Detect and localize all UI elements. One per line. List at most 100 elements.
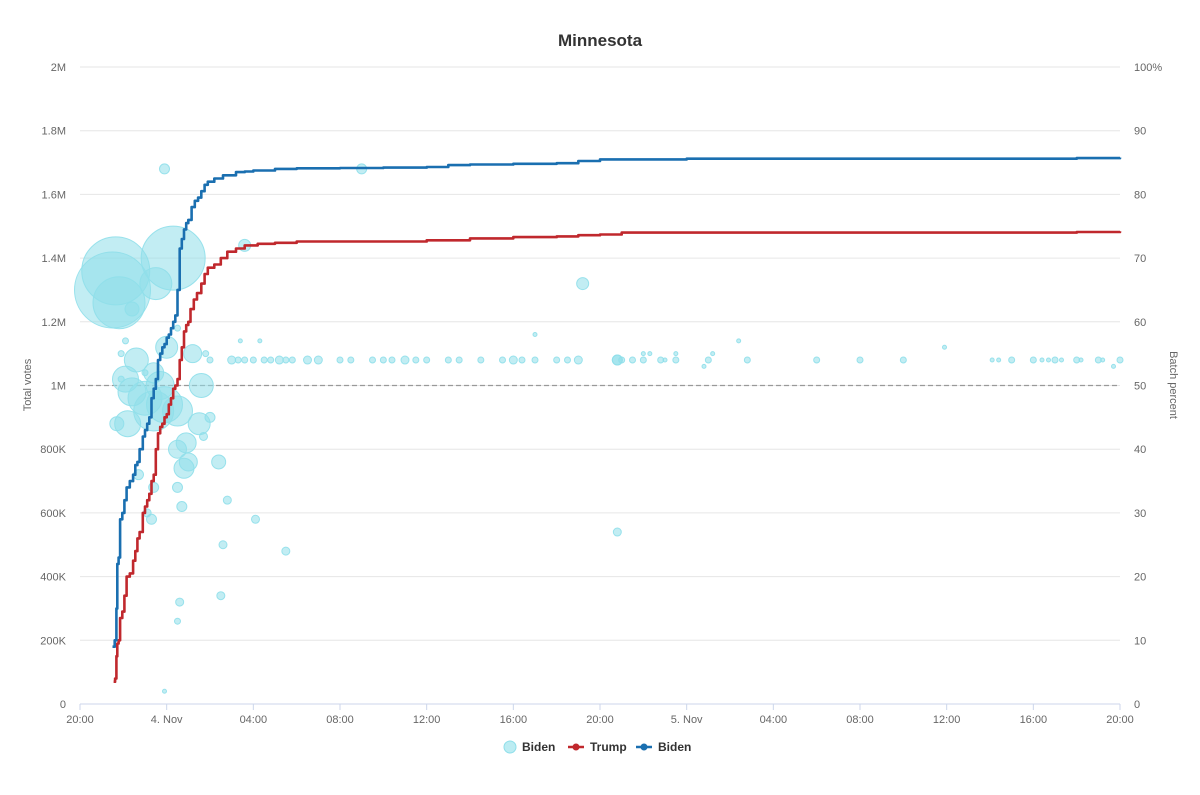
y-left-tick-label: 0 — [60, 699, 66, 711]
x-tick-label: 16:00 — [1020, 714, 1048, 726]
biden-batch-bubble — [612, 527, 622, 537]
y-left-tick-label: 1.8M — [42, 126, 66, 138]
biden-batch-bubble — [996, 357, 1002, 363]
y-right-tick-label: 100% — [1134, 62, 1162, 74]
y-right-tick-label: 10 — [1134, 635, 1146, 647]
biden-batch-bubble — [117, 350, 125, 358]
x-tick-label: 5. Nov — [671, 714, 703, 726]
biden-batch-bubble — [1008, 356, 1016, 364]
biden-batch-bubble — [211, 454, 227, 470]
biden-batch-bubble — [288, 356, 296, 364]
biden-batch-bubble — [140, 225, 206, 291]
biden-batch-bubble — [313, 355, 323, 365]
biden-batch-bubble — [455, 356, 463, 364]
biden-batch-bubble — [175, 597, 185, 607]
legend-label: Biden — [658, 740, 691, 754]
legend-item-biden-bubble[interactable]: Biden — [503, 740, 555, 754]
biden-batch-bubble — [249, 356, 257, 364]
biden-batch-bubble — [257, 338, 263, 344]
biden-batch-bubble — [282, 356, 290, 364]
legend-label: Trump — [590, 740, 627, 754]
biden-batch-bubble — [813, 356, 821, 364]
x-tick-label: 16:00 — [500, 714, 528, 726]
biden-batch-bubble — [124, 301, 140, 317]
biden-batch-bubble — [281, 546, 291, 556]
biden-batch-bubble — [222, 495, 232, 505]
biden-batch-bubble — [899, 356, 907, 364]
biden-batch-bubble — [183, 344, 203, 364]
x-tick-label: 08:00 — [846, 714, 874, 726]
biden-batch-bubble — [206, 356, 214, 364]
biden-batch-bubble — [673, 351, 679, 357]
biden-batch-bubble — [92, 276, 146, 330]
biden-batch-bubble — [174, 324, 181, 332]
biden-batch-bubble — [573, 355, 583, 365]
biden-batch-bubble — [204, 411, 216, 423]
x-tick-label: 20:00 — [1106, 714, 1134, 726]
y-right-tick-label: 70 — [1134, 253, 1146, 265]
biden-batch-bubble — [856, 356, 864, 364]
biden-batch-bubble — [117, 375, 125, 383]
legend-label: Biden — [522, 740, 555, 754]
line-series-biden-total — [112, 156, 1122, 648]
biden-batch-bubble — [564, 356, 571, 364]
biden-batch-bubble — [369, 356, 376, 364]
biden-batch-bubble — [412, 356, 420, 364]
biden-batch-bubble — [611, 354, 623, 366]
legend-item-biden-line[interactable]: Biden — [636, 740, 691, 754]
y-right-tick-label: 30 — [1134, 508, 1146, 520]
chart-title: Minnesota — [558, 31, 643, 50]
biden-batch-bubble — [227, 355, 237, 365]
y-left-tick-label: 200K — [40, 635, 66, 647]
biden-batch-bubble — [122, 337, 129, 345]
legend-bubble-symbol — [503, 740, 517, 754]
bubble-series-biden-batch — [74, 163, 1124, 694]
biden-batch-bubble — [188, 373, 214, 398]
x-tick-label: 04:00 — [240, 714, 268, 726]
y-right-tick-label: 80 — [1134, 189, 1146, 201]
line-series-trump-total — [113, 230, 1122, 683]
biden-batch-bubble — [647, 351, 653, 357]
biden-batch-bubble — [241, 356, 249, 364]
x-tick-label: 08:00 — [326, 714, 354, 726]
biden-batch-bubble — [199, 431, 208, 441]
biden-batch-bubble — [1046, 357, 1051, 363]
biden-batch-bubble — [216, 591, 226, 601]
biden-batch-bubble — [1078, 357, 1084, 363]
y-right-tick-label: 0 — [1134, 699, 1140, 711]
biden-batch-bubble — [234, 356, 242, 364]
biden-batch-bubble — [148, 481, 160, 493]
biden-batch-bubble — [260, 356, 268, 364]
y-left-tick-label: 2M — [51, 62, 66, 74]
biden-batch-bubble — [736, 338, 742, 344]
biden-batch-bubble — [388, 356, 396, 364]
y-right-axis-ticks: 0 10 20 30 40 50 60 70 80 90 100% — [1134, 62, 1162, 711]
biden-batch-bubble — [508, 355, 518, 365]
biden-batch-bubble — [1100, 357, 1106, 363]
biden-batch-bubble — [662, 357, 668, 363]
y-right-axis-title: Batch percent — [1167, 351, 1179, 419]
biden-batch-bubble — [532, 332, 538, 338]
biden-batch-bubble — [444, 356, 452, 364]
biden-batch-bubble — [423, 356, 431, 364]
biden-batch-bubble — [1039, 357, 1045, 363]
biden-batch-bubble — [942, 344, 947, 350]
biden-batch-bubble — [576, 277, 590, 291]
biden-batch-bubble — [477, 356, 485, 364]
biden-batch-bubble — [347, 356, 355, 364]
legend-marker-symbol — [572, 743, 580, 751]
biden-batch-bubble — [518, 356, 526, 364]
y-left-tick-label: 1.4M — [42, 253, 66, 265]
biden-batch-bubble — [639, 356, 647, 364]
y-left-tick-label: 1.6M — [42, 189, 66, 201]
legend-item-trump-line[interactable]: Trump — [568, 740, 627, 754]
x-tick-label: 12:00 — [413, 714, 441, 726]
biden-batch-bubble — [1059, 357, 1064, 363]
biden-batch-bubble — [989, 357, 995, 363]
y-right-tick-label: 60 — [1134, 317, 1146, 329]
biden-batch-bubble — [172, 481, 183, 493]
biden-batch-bubble — [1051, 356, 1059, 364]
y-left-tick-label: 1M — [51, 381, 66, 393]
line-series-group — [112, 156, 1122, 683]
